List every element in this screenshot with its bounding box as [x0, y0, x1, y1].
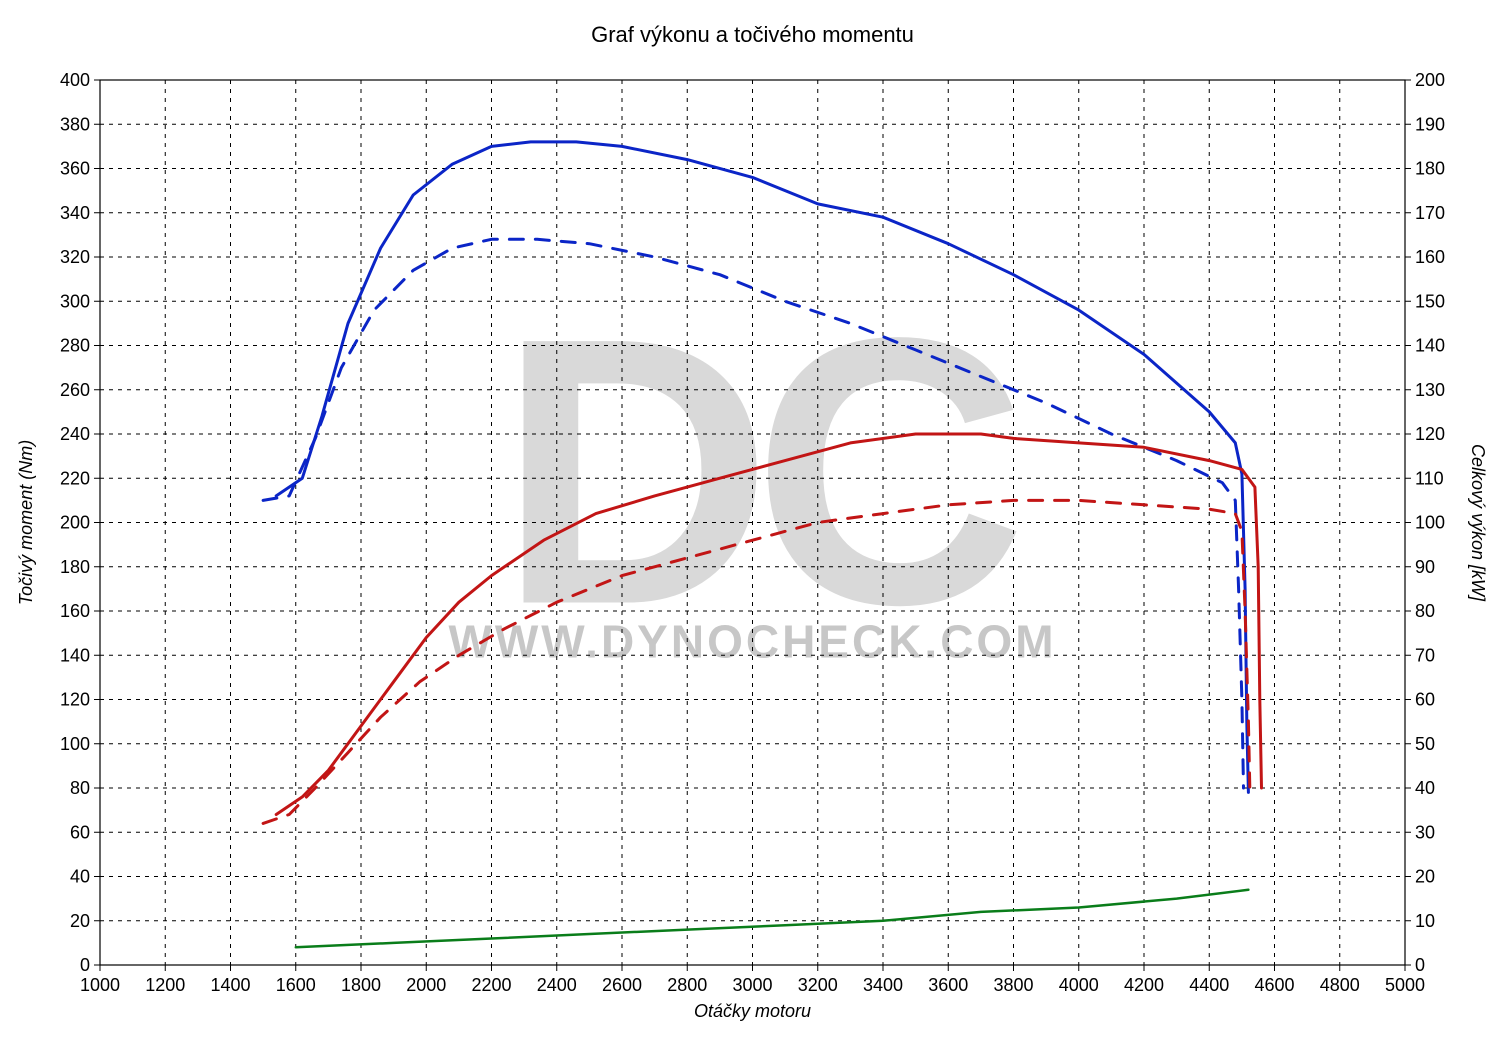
y-left-tick-label: 120 — [60, 690, 90, 710]
y-left-tick-label: 100 — [60, 734, 90, 754]
x-tick-label: 2600 — [602, 975, 642, 995]
x-tick-label: 2400 — [537, 975, 577, 995]
y-right-axis-title: Celkový výkon [kW] — [1468, 444, 1488, 602]
y-right-tick-label: 180 — [1415, 159, 1445, 179]
y-right-tick-label: 30 — [1415, 822, 1435, 842]
y-right-tick-label: 120 — [1415, 424, 1445, 444]
x-tick-label: 1000 — [80, 975, 120, 995]
x-tick-label: 2000 — [406, 975, 446, 995]
y-left-axis-title: Točivý moment (Nm) — [16, 440, 36, 605]
x-tick-label: 3800 — [993, 975, 1033, 995]
y-right-tick-label: 200 — [1415, 70, 1445, 90]
y-left-tick-label: 220 — [60, 468, 90, 488]
y-right-tick-label: 60 — [1415, 690, 1435, 710]
y-right-tick-label: 170 — [1415, 203, 1445, 223]
x-tick-label: 4800 — [1320, 975, 1360, 995]
y-right-tick-label: 10 — [1415, 911, 1435, 931]
y-right-tick-label: 140 — [1415, 336, 1445, 356]
y-left-tick-label: 380 — [60, 114, 90, 134]
y-left-tick-label: 280 — [60, 336, 90, 356]
x-tick-label: 1400 — [210, 975, 250, 995]
y-left-tick-label: 140 — [60, 645, 90, 665]
chart-svg: DCWWW.DYNOCHECK.COM100012001400160018002… — [0, 0, 1500, 1040]
x-tick-label: 2800 — [667, 975, 707, 995]
y-left-tick-label: 340 — [60, 203, 90, 223]
y-right-tick-label: 110 — [1415, 468, 1444, 488]
x-tick-label: 3400 — [863, 975, 903, 995]
y-left-tick-label: 80 — [70, 778, 90, 798]
y-right-tick-label: 20 — [1415, 867, 1435, 887]
x-tick-label: 4200 — [1124, 975, 1164, 995]
x-tick-label: 4400 — [1189, 975, 1229, 995]
y-left-tick-label: 300 — [60, 291, 90, 311]
x-tick-label: 1200 — [145, 975, 185, 995]
x-tick-label: 4000 — [1059, 975, 1099, 995]
y-left-tick-label: 0 — [80, 955, 90, 975]
y-left-tick-label: 40 — [70, 867, 90, 887]
x-tick-label: 4600 — [1254, 975, 1294, 995]
y-left-tick-label: 160 — [60, 601, 90, 621]
y-right-tick-label: 130 — [1415, 380, 1445, 400]
y-right-tick-label: 100 — [1415, 513, 1445, 533]
y-right-tick-label: 70 — [1415, 645, 1435, 665]
y-right-tick-label: 90 — [1415, 557, 1435, 577]
y-left-tick-label: 400 — [60, 70, 90, 90]
y-left-tick-label: 20 — [70, 911, 90, 931]
chart-title: Graf výkonu a točivého momentu — [591, 22, 914, 47]
y-left-tick-label: 260 — [60, 380, 90, 400]
x-tick-label: 3600 — [928, 975, 968, 995]
y-left-tick-label: 180 — [60, 557, 90, 577]
x-tick-label: 1800 — [341, 975, 381, 995]
x-axis-title: Otáčky motoru — [694, 1001, 811, 1021]
dyno-chart: DCWWW.DYNOCHECK.COM100012001400160018002… — [0, 0, 1500, 1040]
y-right-tick-label: 0 — [1415, 955, 1425, 975]
y-left-tick-label: 60 — [70, 822, 90, 842]
y-right-tick-label: 150 — [1415, 291, 1445, 311]
y-left-tick-label: 240 — [60, 424, 90, 444]
y-left-tick-label: 320 — [60, 247, 90, 267]
y-right-tick-label: 190 — [1415, 114, 1445, 134]
x-tick-label: 3200 — [798, 975, 838, 995]
y-right-tick-label: 80 — [1415, 601, 1435, 621]
x-tick-label: 3000 — [732, 975, 772, 995]
y-left-tick-label: 360 — [60, 159, 90, 179]
y-right-tick-label: 40 — [1415, 778, 1435, 798]
x-tick-label: 2200 — [471, 975, 511, 995]
y-right-tick-label: 160 — [1415, 247, 1445, 267]
x-tick-label: 1600 — [276, 975, 316, 995]
x-tick-label: 5000 — [1385, 975, 1425, 995]
y-right-tick-label: 50 — [1415, 734, 1435, 754]
y-left-tick-label: 200 — [60, 513, 90, 533]
